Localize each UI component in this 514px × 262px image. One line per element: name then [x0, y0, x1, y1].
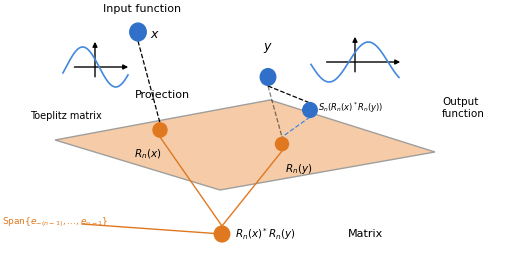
Polygon shape — [55, 100, 435, 190]
Text: Output
function: Output function — [442, 97, 485, 119]
Text: $\mathrm{Span}\{e_{-(n-1)},\ldots,e_{n-1}\}$: $\mathrm{Span}\{e_{-(n-1)},\ldots,e_{n-1… — [2, 215, 108, 229]
Text: $x$: $x$ — [150, 28, 160, 41]
Text: $y$: $y$ — [263, 41, 273, 55]
Ellipse shape — [130, 23, 146, 41]
Ellipse shape — [276, 137, 288, 151]
Text: $R_n(y)$: $R_n(y)$ — [285, 162, 313, 176]
Text: Input function: Input function — [103, 4, 181, 14]
Ellipse shape — [260, 69, 276, 85]
Text: $R_n(x)$: $R_n(x)$ — [134, 147, 162, 161]
Text: Toeplitz matrix: Toeplitz matrix — [30, 111, 102, 121]
Text: $S_n(R_n(x)^*R_n(y))$: $S_n(R_n(x)^*R_n(y))$ — [318, 101, 383, 115]
Text: Matrix: Matrix — [348, 229, 383, 239]
Text: $R_n(x)^*R_n(y)$: $R_n(x)^*R_n(y)$ — [235, 226, 296, 242]
Ellipse shape — [303, 103, 317, 117]
Text: Projection: Projection — [135, 90, 190, 100]
Ellipse shape — [214, 226, 230, 242]
Ellipse shape — [153, 123, 167, 137]
